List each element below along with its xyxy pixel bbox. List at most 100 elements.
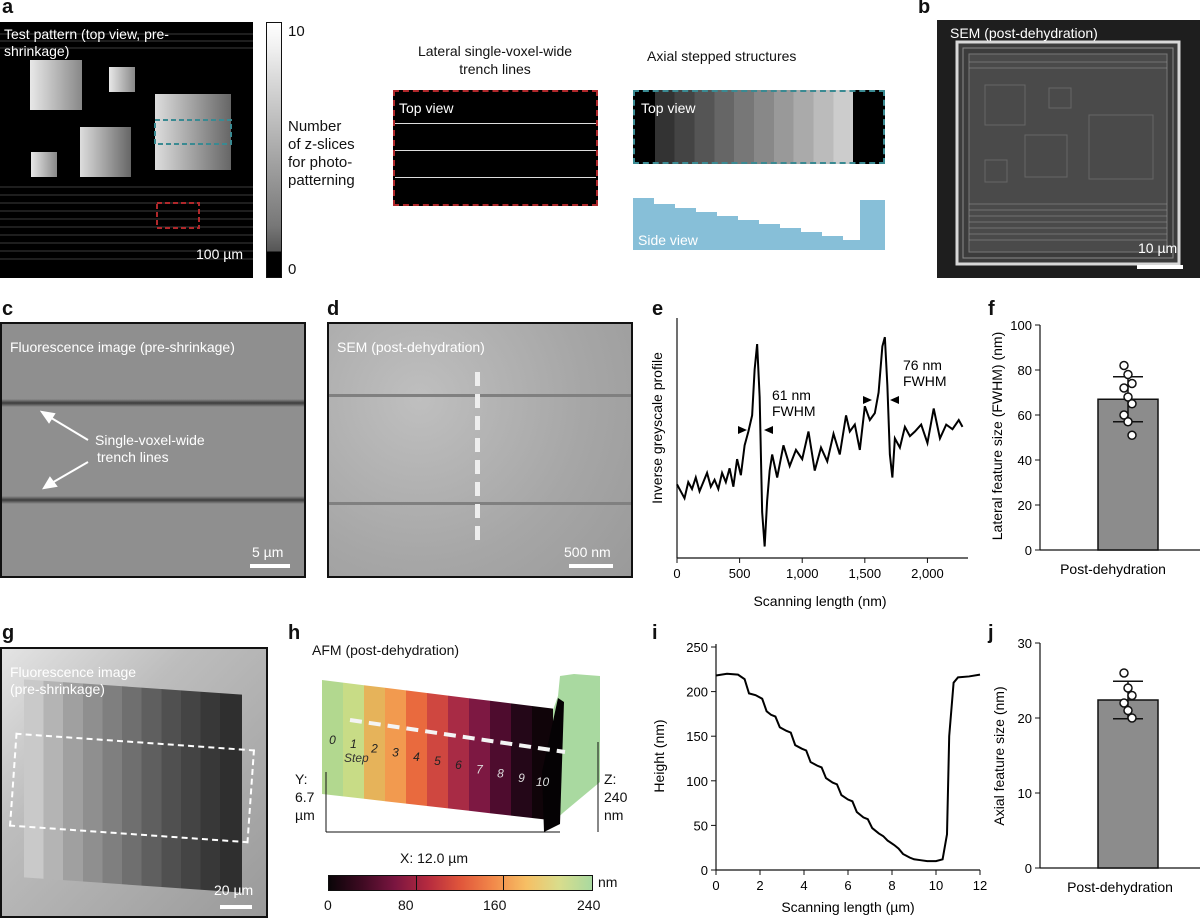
lateral-category: Post-dehydration <box>1060 561 1166 577</box>
profile-xlabel: Scanning length (nm) <box>753 593 886 609</box>
afm-step-block <box>511 703 532 818</box>
height-ytick-label: 150 <box>686 729 708 744</box>
afm-step-block <box>406 690 427 806</box>
afm-z-dimension: Z: 240 nm <box>604 770 627 824</box>
afm-cbar-tick-80: 80 <box>398 897 414 913</box>
colorbar-caption-line-4: patterning <box>288 172 355 189</box>
axial-side-view <box>633 198 885 250</box>
lateral-title-line-2: trench lines <box>459 61 531 77</box>
lateral-ytick-label: 20 <box>1018 498 1032 513</box>
panel-letter-j: j <box>988 622 994 644</box>
sem-trench-image <box>327 322 633 578</box>
fwhm-61-value: 61 nm <box>772 387 811 403</box>
profile-dashed-line <box>475 372 480 548</box>
panel-letter-f: f <box>988 298 995 320</box>
fluorescence-trench-image <box>0 322 306 578</box>
sem-overview-scale: 10 µm <box>1138 240 1178 256</box>
sem-overview-title: SEM (post-dehydration) <box>950 25 1098 41</box>
height-xtick-label: 4 <box>800 878 807 893</box>
lateral-data-point <box>1119 360 1129 371</box>
afm-step-number: 1 <box>350 737 357 751</box>
lateral-top-view-box <box>393 90 598 206</box>
trench-dark-line-2 <box>2 496 304 504</box>
height-profile-chart: Height (nm) Scanning length (µm) 0 2 4 6 8 10… <box>651 640 987 915</box>
fluorescence-step-title-line-2: (pre-shrinkage) <box>10 681 105 697</box>
trench-line-1 <box>395 123 596 124</box>
axial-ylabel: Axial feature size (nm) <box>991 686 1007 825</box>
fluorescence-trench-scale: 5 µm <box>252 544 284 560</box>
panel-letter-h: h <box>288 622 301 644</box>
lateral-top-view-label: Top view <box>399 100 454 116</box>
lateral-ytick-label: 40 <box>1018 453 1032 468</box>
afm-step-number: 2 <box>370 741 378 755</box>
lateral-data-point <box>1127 378 1137 389</box>
lateral-ytick-label: 80 <box>1018 363 1032 378</box>
afm-step-block <box>364 685 385 802</box>
axial-data-point <box>1127 690 1137 701</box>
zslice-colorbar <box>266 22 282 278</box>
afm-y-value: 6.7 <box>295 789 315 805</box>
afm-colorbar-tick-160 <box>502 876 504 890</box>
profile-xtick-label: 500 <box>729 566 751 581</box>
afm-cbar-tick-160: 160 <box>483 897 507 913</box>
panel-letter-b: b <box>918 0 931 18</box>
axial-side-view-label: Side view <box>638 232 698 248</box>
sem-trench-scalebar <box>569 564 613 568</box>
trench-annotation-line-2: trench lines <box>97 449 169 465</box>
afm-step-word: Step <box>344 751 369 765</box>
test-pattern-image <box>0 22 253 278</box>
colorbar-caption-line-1: Number <box>288 118 342 135</box>
lateral-ytick-label: 0 <box>1025 543 1032 558</box>
afm-step-block <box>490 700 511 816</box>
panel-letter-a: a <box>2 0 14 18</box>
profile-xtick-label: 0 <box>673 566 680 581</box>
afm-title: AFM (post-dehydration) <box>312 642 460 658</box>
lateral-data-point <box>1127 430 1137 440</box>
afm-step-number: 5 <box>434 754 441 768</box>
colorbar-max-label: 10 <box>288 23 305 40</box>
axial-top-view-label: Top view <box>641 100 696 116</box>
afm-x-dimension: X: 12.0 µm <box>400 850 468 866</box>
roi-dashed-box <box>9 732 255 844</box>
axial-ytick-label: 30 <box>1018 636 1032 651</box>
trench-annotation: Single-voxel-wide trench lines <box>95 432 205 466</box>
trench-arrows <box>40 410 89 490</box>
height-xtick-label: 0 <box>712 878 719 893</box>
afm-colorbar-tick-80 <box>415 876 417 890</box>
afm-cbar-tick-240: 240 <box>577 897 601 913</box>
panel-letter-e: e <box>652 298 664 320</box>
axial-data-point <box>1119 668 1129 678</box>
fluorescence-step-image <box>0 647 268 918</box>
afm-colorbar <box>328 875 593 891</box>
sem-trench-title: SEM (post-dehydration) <box>337 339 485 355</box>
afm-cbar-tick-0: 0 <box>324 897 332 913</box>
fwhm-76-label: FWHM <box>903 373 947 389</box>
afm-surface: 0 1 2 3 4 5 6 7 8 9 10 Step <box>322 674 600 833</box>
afm-step-block <box>469 698 490 814</box>
fluorescence-trench-title: Fluorescence image (pre-shrinkage) <box>10 339 235 355</box>
height-ytick-label: 50 <box>694 818 708 833</box>
axial-bar <box>1097 699 1159 869</box>
axial-data-point <box>1123 683 1133 693</box>
height-ytick-label: 250 <box>686 640 708 655</box>
trench-annotation-line-1: Single-voxel-wide <box>95 432 205 448</box>
fwhm-61-label: FWHM <box>772 403 816 419</box>
lateral-title: Lateral single-voxel-wide trench lines <box>395 42 595 78</box>
afm-profile-line <box>349 718 566 754</box>
height-xtick-label: 10 <box>929 878 943 893</box>
axial-ytick-label: 20 <box>1018 711 1032 726</box>
lateral-data-point <box>1127 399 1137 409</box>
axial-ytick-label: 0 <box>1025 861 1032 876</box>
greyscale-profile-chart: Inverse greyscale profile Scanning lengt… <box>650 318 968 609</box>
profile-xtick-label: 1,000 <box>786 566 819 581</box>
colorbar-caption-line-2: of z-slices <box>288 136 355 153</box>
afm-z-value: 240 <box>604 789 628 805</box>
lateral-ylabel: Lateral feature size (FWHM) (nm) <box>990 332 1005 540</box>
colorbar-caption: Number of z-slices for photo- patterning <box>288 118 355 190</box>
height-xtick-label: 2 <box>756 878 763 893</box>
axial-category: Post-dehydration <box>1067 879 1173 895</box>
step-fluor-scalebar <box>220 905 252 909</box>
lateral-data-point <box>1123 369 1133 380</box>
height-ytick-label: 200 <box>686 685 708 700</box>
afm-y-label: Y: <box>295 771 308 787</box>
